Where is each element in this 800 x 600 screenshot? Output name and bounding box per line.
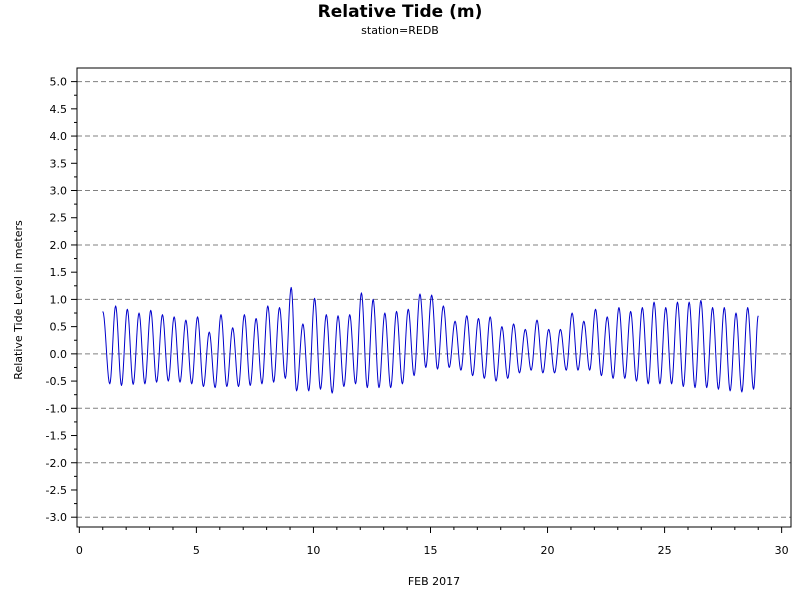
grid-lines bbox=[77, 81, 791, 518]
y-tick-label: 3.0 bbox=[50, 185, 68, 198]
chart-subtitle: station=REDB bbox=[361, 24, 439, 37]
y-tick-label: 0.5 bbox=[50, 321, 68, 334]
y-tick-label: 3.5 bbox=[50, 157, 68, 170]
y-tick-label: 1.0 bbox=[50, 293, 68, 306]
y-tick-label: -1.0 bbox=[46, 402, 67, 415]
x-axis-label: FEB 2017 bbox=[408, 575, 460, 588]
plot-frame bbox=[76, 67, 792, 528]
y-tick-label: -1.5 bbox=[46, 430, 67, 443]
y-axis: -3.0 -2.5 -2.0 -1.5 -1.0 -0.5 0.0 0.5 1.0 1.5 2.0 2… bbox=[46, 76, 77, 524]
x-tick-label: 10 bbox=[306, 544, 320, 557]
y-tick-label: 0.0 bbox=[50, 348, 68, 361]
x-tick-label: 15 bbox=[423, 544, 437, 557]
y-tick-label: 2.0 bbox=[50, 239, 68, 252]
x-tick-label: 30 bbox=[775, 544, 789, 557]
x-tick-label: 0 bbox=[76, 544, 83, 557]
y-tick-label: -0.5 bbox=[46, 375, 67, 388]
x-tick-label: 25 bbox=[658, 544, 672, 557]
x-tick-label: 5 bbox=[193, 544, 200, 557]
y-tick-label: -2.5 bbox=[46, 484, 67, 497]
y-tick-label: 2.5 bbox=[50, 212, 68, 225]
y-tick-label: 4.0 bbox=[50, 130, 68, 143]
y-tick-label: -2.0 bbox=[46, 457, 67, 470]
y-tick-label: 1.5 bbox=[50, 266, 68, 279]
y-tick-label: 5.0 bbox=[50, 76, 68, 89]
x-tick-label: 20 bbox=[541, 544, 555, 557]
y-tick-label: -3.0 bbox=[46, 511, 67, 524]
y-tick-label: 4.5 bbox=[50, 103, 68, 116]
x-axis: 0 5 10 15 20 25 30 bbox=[76, 527, 789, 557]
chart-title: Relative Tide (m) bbox=[318, 2, 483, 22]
tide-series-line bbox=[102, 286, 759, 394]
series-layer bbox=[102, 286, 759, 394]
y-axis-label: Relative Tide Level in meters bbox=[12, 220, 25, 380]
